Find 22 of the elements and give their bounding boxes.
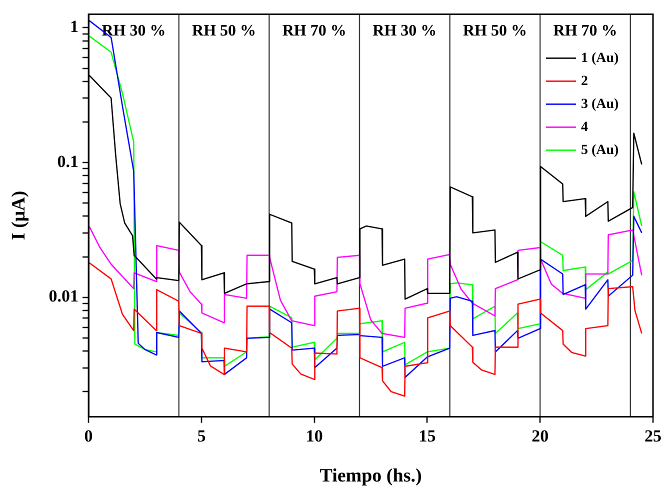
x-tick-label: 5 (197, 426, 206, 446)
annotation: RH 70 % (553, 22, 618, 40)
y-axis-title: I (μA) (8, 190, 30, 240)
x-tick-label: 0 (84, 426, 93, 446)
legend-label: 4 (581, 120, 588, 135)
y-tick-label: 0.1 (57, 152, 79, 171)
annotation: RH 50 % (192, 22, 256, 40)
annotation: RH 70 % (282, 22, 346, 40)
y-tick-label: 1 (70, 17, 79, 36)
annotation: RH 50 % (462, 22, 527, 40)
x-tick-label: 25 (644, 426, 662, 446)
x-axis-title: Tiempo (hs.) (320, 466, 422, 487)
legend-label: 1 (Au) (581, 50, 620, 66)
y-tick-label: 0.01 (48, 286, 79, 306)
annotation: RH 30 % (372, 22, 437, 40)
legend-label: 3 (Au) (581, 96, 620, 112)
x-tick-label: 20 (532, 426, 549, 446)
legend-label: 2 (581, 74, 588, 89)
annotation: RH 30 % (102, 22, 166, 40)
x-tick-label: 15 (418, 426, 436, 446)
legend-label: 5 (Au) (581, 142, 620, 158)
x-tick-label: 10 (306, 426, 323, 446)
